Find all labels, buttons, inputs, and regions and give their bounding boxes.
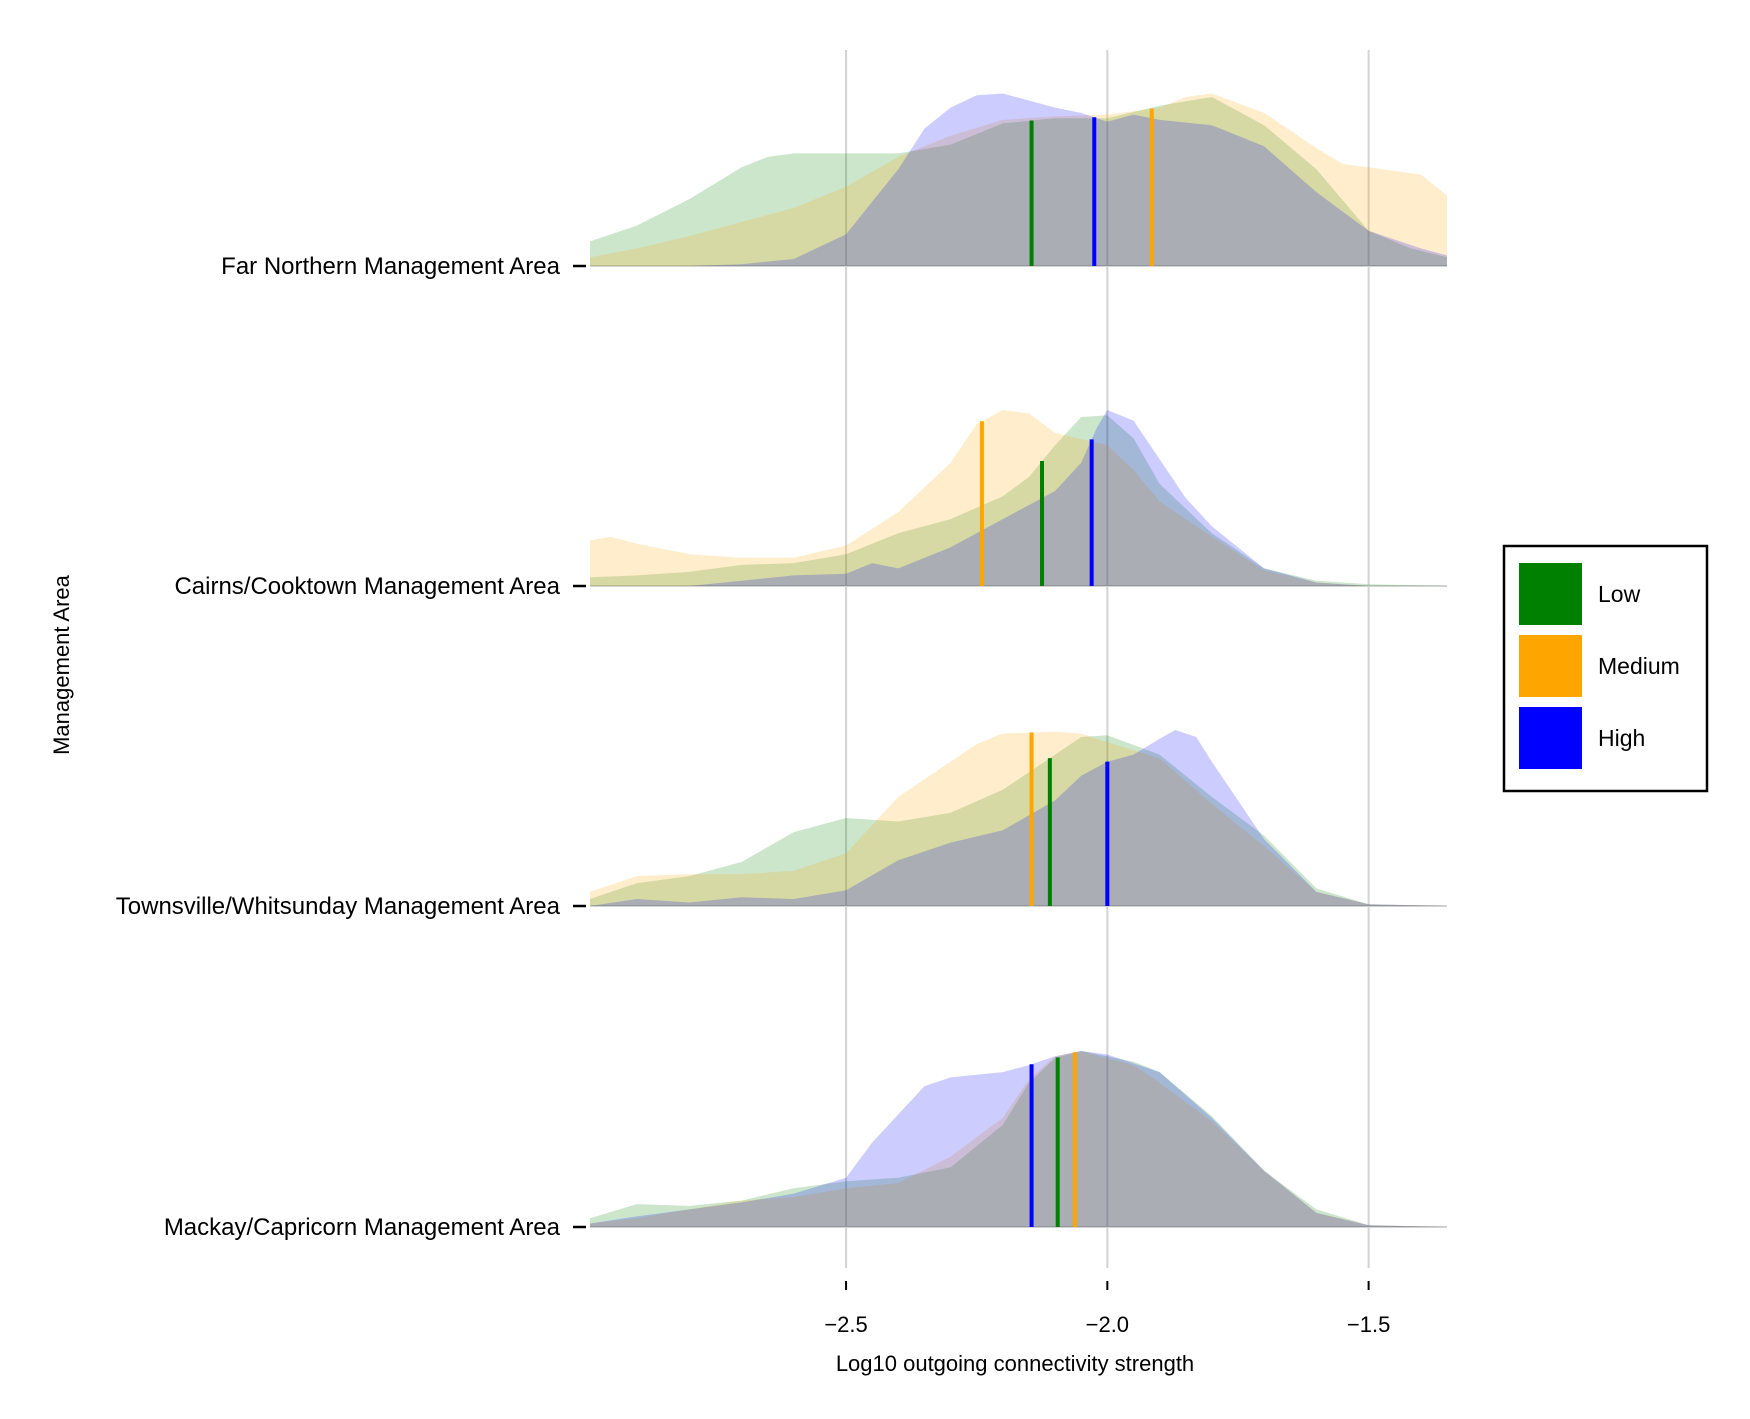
legend: Low Medium High: [1502, 544, 1709, 793]
y-tick-label: Mackay/Capricorn Management Area: [164, 1214, 561, 1241]
y-tick-label: Far Northern Management Area: [221, 253, 560, 280]
y-axis: Far Northern Management Area Cairns/Cookt…: [116, 253, 586, 1241]
legend-swatch-high: [1519, 707, 1582, 769]
density-high-row-4: [590, 1051, 1447, 1227]
x-axis: −2.5 −2.0 −1.5: [824, 1281, 1390, 1337]
y-tick-label: Townsville/Whitsunday Management Area: [116, 893, 561, 920]
legend-swatch-medium: [1519, 635, 1582, 697]
x-tick-label: −2.0: [1086, 1312, 1129, 1337]
x-tick-label: −2.5: [824, 1312, 867, 1337]
density-medium-row-1: [590, 93, 1447, 266]
density-high-row-2: [590, 410, 1447, 586]
density-low-row-3: [590, 735, 1447, 906]
gridlines: [845, 50, 1370, 1268]
density-medium-row-4: [590, 1051, 1447, 1227]
density-high-row-1: [590, 93, 1447, 266]
x-tick-label: −1.5: [1347, 1312, 1390, 1337]
legend-label-high: High: [1598, 725, 1645, 751]
density-layer: [590, 93, 1447, 1227]
density-low-row-1: [590, 97, 1447, 266]
density-low-row-4: [590, 1051, 1447, 1227]
density-medium-row-2: [590, 410, 1447, 586]
legend-label-low: Low: [1598, 581, 1641, 607]
legend-label-medium: Medium: [1598, 653, 1680, 679]
x-axis-title: Log10 outgoing connectivity strength: [836, 1351, 1194, 1376]
row-baselines: [590, 265, 1447, 1228]
density-low-row-2: [590, 415, 1447, 586]
y-tick-label: Cairns/Cooktown Management Area: [174, 573, 560, 600]
y-axis-title: Management Area: [49, 574, 74, 755]
legend-swatch-low: [1519, 563, 1582, 625]
density-high-row-3: [590, 730, 1447, 906]
density-medium-row-3: [590, 731, 1447, 906]
mean-lines-layer: [979, 108, 1154, 1227]
